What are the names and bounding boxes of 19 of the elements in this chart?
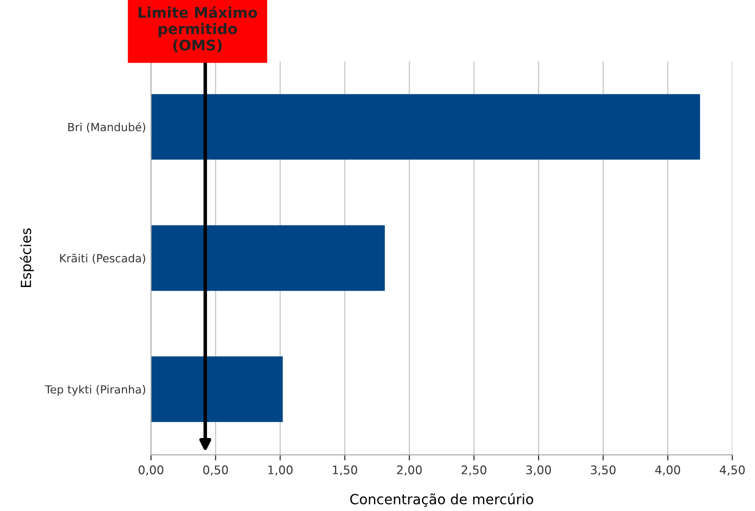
y-tick-label: Bri (Mandubé) xyxy=(68,122,146,133)
x-tick-label: 3,50 xyxy=(590,465,616,476)
y-tick-label: Tep tykti (Piranha) xyxy=(44,384,146,396)
x-tick-label: 3,00 xyxy=(526,465,551,476)
ref-line-label: Limite Máximo permitido (OMS) xyxy=(138,6,258,52)
x-tick-label: 2,00 xyxy=(397,465,422,476)
bar xyxy=(151,94,700,160)
y-axis-title: Espécies xyxy=(20,228,34,288)
x-tick-label: 0,50 xyxy=(203,465,228,476)
x-tick-label: 4,50 xyxy=(720,465,745,476)
x-axis-title: Concentração de mercúrio xyxy=(350,493,534,507)
bar xyxy=(151,356,283,422)
bar xyxy=(151,225,385,291)
x-tick-label: 4,00 xyxy=(655,465,680,476)
y-tick-label: Krãiti (Pescada) xyxy=(60,254,146,264)
x-tick-label: 2,50 xyxy=(462,465,486,476)
x-tick-label: 1,00 xyxy=(268,465,293,476)
x-tick-label: 1,50 xyxy=(332,465,358,476)
x-tick-label: 0,00 xyxy=(138,465,164,476)
